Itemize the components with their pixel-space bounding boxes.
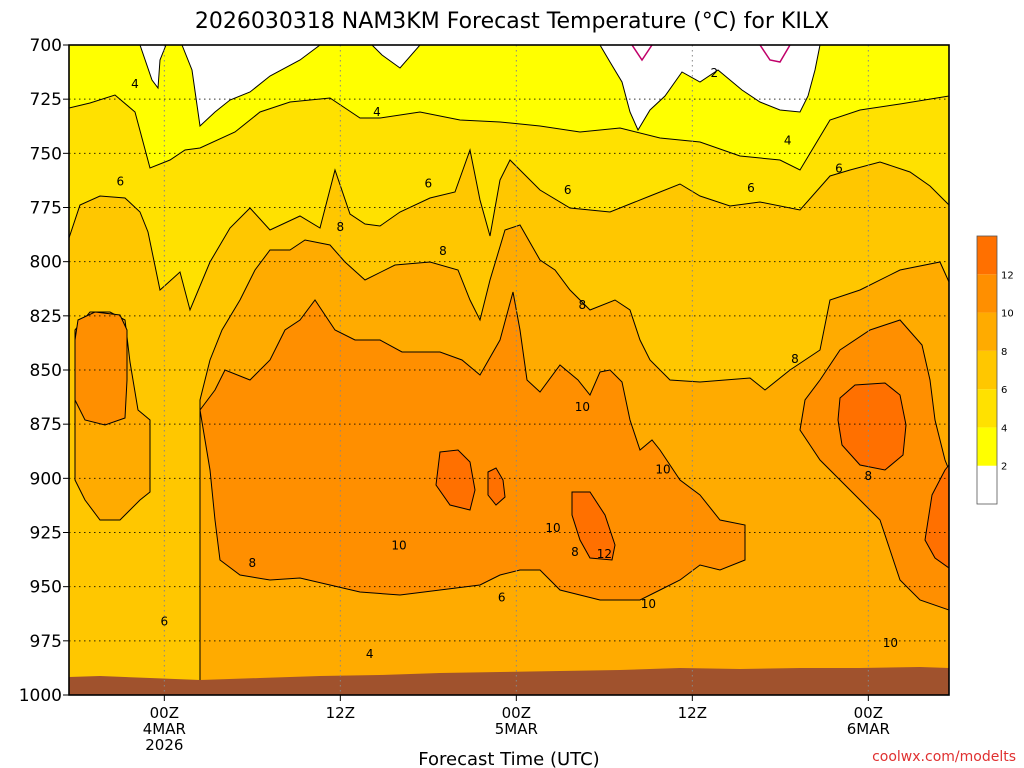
contour-label: 4 [131,77,139,91]
y-tick-label: 850 [30,361,62,381]
y-tick-label: 775 [30,199,62,219]
contour-label: 12 [597,547,612,561]
x-tick-label: 00Z [854,704,883,722]
x-tick-label: 4MAR [143,720,186,738]
contour-label: 8 [439,244,447,258]
colorbar-tick-label: 2 [1001,462,1007,473]
contour-label: 6 [498,591,506,605]
band-below-2 [139,45,821,132]
contour-label: 6 [425,177,433,191]
contour-labels: 4 6 4 8 6 8 6 8 2 6 6 4 10 10 10 10 8 10 10 8 8 6 8 12 4 6 [117,66,898,661]
contour-label: 10 [575,400,590,414]
x-tick-label: 2026 [145,736,183,754]
colorbar-bin [977,427,997,466]
contour-label: 8 [249,556,257,570]
colorbar-bin [977,236,997,275]
contour-label: 6 [564,183,572,197]
contour-label: 6 [117,175,125,189]
contour-label: 6 [835,162,843,176]
credit-text: coolwx.com/modelts [872,749,1016,765]
y-tick-label: 950 [30,578,62,598]
colorbar-bin [977,389,997,428]
x-axis-label: Forecast Time (UTC) [418,749,599,768]
colorbar-tick-label: 4 [1001,423,1007,434]
y-tick-label: 900 [30,469,62,489]
y-tick-label: 725 [30,90,62,110]
colorbar-tick-label: 8 [1001,347,1007,358]
band-12-14 [435,382,949,569]
contour-label: 8 [579,298,587,312]
contour-label: 4 [784,133,792,147]
y-tick-label: 700 [30,36,62,56]
gridlines [69,45,949,695]
y-tick-label: 800 [30,253,62,273]
contour-label: 8 [865,469,873,483]
x-tick-label: 00Z [150,704,179,722]
band-10-12 [74,291,949,611]
x-tick-label: 00Z [502,704,531,722]
ground-fill [69,667,949,695]
contour-label: 4 [366,647,374,661]
x-tick-label: 12Z [326,704,355,722]
contour-label: 10 [641,597,656,611]
colorbar-tick-label: 12 [1001,270,1014,281]
contour-label: 8 [337,220,345,234]
colorbar-frame [976,235,998,505]
y-tick-label: 750 [30,144,62,164]
contour-label: 2 [711,66,719,80]
chart-title: 2026030318 NAM3KM Forecast Temperature (… [195,9,829,34]
contour-label: 10 [883,636,898,650]
contour-label: 8 [571,545,579,559]
contour-label: 10 [545,521,560,535]
y-tick-label: 1000 [19,686,62,706]
x-tick-label: 12Z [678,704,707,722]
colorbar-bin [977,465,997,504]
zero-contour [631,45,791,63]
colorbar-tick-label: 6 [1001,385,1007,396]
contour-label: 6 [747,181,755,195]
colorbar-bin [977,312,997,351]
colorbar-bin [977,274,997,313]
y-tick-label: 975 [30,632,62,652]
contour-label: 4 [373,105,381,119]
contour-label: 6 [161,614,169,628]
x-tick-label: 5MAR [495,720,538,738]
contour-label: 8 [791,352,799,366]
y-tick-label: 875 [30,415,62,435]
contour-label: 10 [391,539,406,553]
plot-area [69,45,949,695]
colorbar-tick-label: 10 [1001,309,1014,320]
colorbar-bin [977,350,997,390]
y-axis: 700 725 750 775 800 825 850 875 900 925 950 975 1000 [19,36,69,706]
y-tick-label: 825 [30,307,62,327]
y-tick-label: 925 [30,524,62,544]
x-tick-label: 6MAR [847,720,890,738]
colorbar-legend: 2 4 6 8 10 12 [976,235,1014,505]
contour-label: 10 [655,463,670,477]
